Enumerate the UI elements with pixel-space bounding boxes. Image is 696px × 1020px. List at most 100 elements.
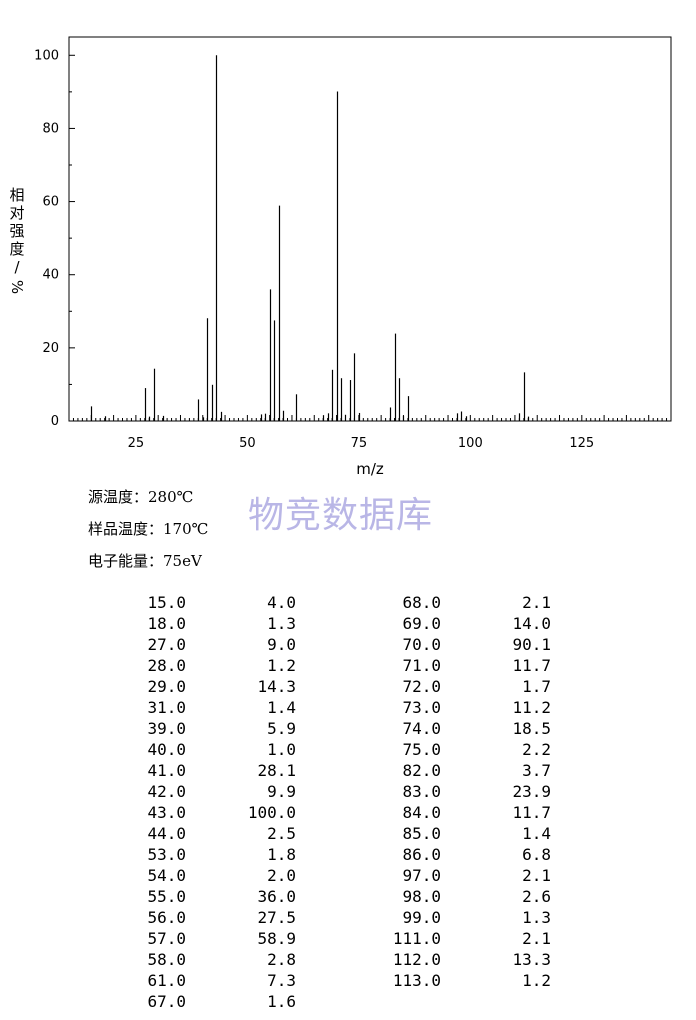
x-tick-label: 50: [239, 436, 256, 451]
y-tick-label: 100: [34, 48, 59, 63]
x-axis-title: m/z: [356, 460, 384, 478]
y-axis-title-char: 强: [9, 222, 25, 240]
mz-cell: [296, 991, 441, 1012]
intensity-cell: 36.0: [257, 887, 296, 906]
intensity-cell: 23.9: [512, 782, 551, 801]
mz-cell: 39.0: [147, 719, 186, 738]
mz-cell: 98.0: [402, 887, 441, 906]
condition-electron-energy: 电子能量：75eV: [88, 550, 202, 571]
mz-cell: 73.0: [402, 698, 441, 717]
intensity-cell: 1.4: [267, 698, 296, 717]
mz-cell: 67.0: [147, 992, 186, 1011]
condition-label: 电子能量：: [88, 552, 164, 570]
mz-cell: 112.0: [392, 950, 441, 969]
mz-cell: 29.0: [147, 677, 186, 696]
watermark: 物竞数据库: [248, 495, 434, 536]
intensity-cell: 2.1: [522, 866, 551, 885]
intensity-cell: 100.0: [247, 803, 296, 822]
intensity-cell: 2.1: [522, 593, 551, 612]
intensity-cell: 1.2: [522, 971, 551, 990]
intensity-cell: 27.5: [257, 908, 296, 927]
peak-table: 15.0 4.0 68.0 2.1 18.0 1.3 69.0 14.0 27.0 9.0 70.0…: [120, 592, 551, 1012]
spectrum-peaks: [90, 55, 530, 421]
mz-cell: 74.0: [402, 719, 441, 738]
table-row: 43.0 100.0 84.0 11.7: [120, 802, 551, 823]
intensity-cell: 1.3: [267, 614, 296, 633]
mz-cell: 113.0: [392, 971, 441, 990]
table-row: 41.0 28.1 82.0 3.7: [120, 760, 551, 781]
intensity-cell: 2.0: [267, 866, 296, 885]
mz-cell: 31.0: [147, 698, 186, 717]
intensity-cell: 11.7: [512, 803, 551, 822]
x-tick-label: 100: [458, 436, 483, 451]
mz-cell: 68.0: [402, 593, 441, 612]
table-row: 53.0 1.8 86.0 6.8: [120, 844, 551, 865]
table-row: 18.0 1.3 69.0 14.0: [120, 613, 551, 634]
intensity-cell: 1.4: [522, 824, 551, 843]
intensity-cell: 13.3: [512, 950, 551, 969]
y-axis-title-char: /: [14, 258, 20, 276]
intensity-cell: 14.0: [512, 614, 551, 633]
x-tick-label: 75: [351, 436, 368, 451]
table-row: 29.0 14.3 72.0 1.7: [120, 676, 551, 697]
mz-cell: 75.0: [402, 740, 441, 759]
intensity-cell: [441, 991, 551, 1012]
intensity-cell: 28.1: [257, 761, 296, 780]
mz-cell: 44.0: [147, 824, 186, 843]
x-tick-label: 25: [128, 436, 145, 451]
condition-value: 280℃: [148, 488, 194, 506]
y-axis-title-char: 相: [9, 186, 25, 204]
mz-cell: 15.0: [147, 593, 186, 612]
plot-frame: [68, 36, 672, 422]
mz-cell: 86.0: [402, 845, 441, 864]
y-tick-label: 60: [42, 195, 59, 210]
mz-cell: 55.0: [147, 887, 186, 906]
intensity-cell: 3.7: [522, 761, 551, 780]
y-tick-label: 20: [42, 341, 59, 356]
y-tick-label: 80: [42, 121, 59, 136]
table-row: 61.0 7.3 113.0 1.2: [120, 970, 551, 991]
condition-value: 75eV: [163, 552, 202, 570]
x-tick-label: 125: [569, 436, 594, 451]
y-axis-title-char: 度: [9, 240, 25, 258]
mz-cell: 83.0: [402, 782, 441, 801]
mz-cell: 28.0: [147, 656, 186, 675]
mz-cell: 41.0: [147, 761, 186, 780]
condition-label: 源温度：: [88, 488, 149, 506]
mz-cell: 85.0: [402, 824, 441, 843]
y-tick-label: 0: [51, 414, 59, 429]
mz-cell: 43.0: [147, 803, 186, 822]
mass-spectrum-chart: 25 50 75 100 125 0 20 40 60 80 100 m/z: [34, 36, 672, 478]
mz-cell: 61.0: [147, 971, 186, 990]
mz-cell: 71.0: [402, 656, 441, 675]
mz-cell: 58.0: [147, 950, 186, 969]
condition-sample-temp: 样品温度：170℃: [88, 518, 208, 539]
intensity-cell: 5.9: [267, 719, 296, 738]
intensity-cell: 2.1: [522, 929, 551, 948]
table-row: 57.0 58.9 111.0 2.1: [120, 928, 551, 949]
intensity-cell: 2.6: [522, 887, 551, 906]
table-row: 15.0 4.0 68.0 2.1: [120, 592, 551, 613]
condition-value: 170℃: [163, 520, 209, 538]
intensity-cell: 2.2: [522, 740, 551, 759]
table-row: 55.0 36.0 98.0 2.6: [120, 886, 551, 907]
mz-cell: 40.0: [147, 740, 186, 759]
table-row: 58.0 2.8 112.0 13.3: [120, 949, 551, 970]
intensity-cell: 9.9: [267, 782, 296, 801]
mz-cell: 111.0: [392, 929, 441, 948]
mz-cell: 82.0: [402, 761, 441, 780]
condition-source-temp: 源温度：280℃: [88, 486, 193, 507]
table-row: 56.0 27.5 99.0 1.3: [120, 907, 551, 928]
intensity-cell: 2.5: [267, 824, 296, 843]
intensity-cell: 2.8: [267, 950, 296, 969]
y-axis-title-char: 对: [9, 204, 25, 222]
y-axis: 0 20 40 60 80 100: [34, 48, 75, 429]
intensity-cell: 9.0: [267, 635, 296, 654]
table-row: 31.0 1.4 73.0 11.2: [120, 697, 551, 718]
table-row: 42.0 9.9 83.0 23.9: [120, 781, 551, 802]
mz-cell: 72.0: [402, 677, 441, 696]
mz-cell: 69.0: [402, 614, 441, 633]
mz-cell: 56.0: [147, 908, 186, 927]
intensity-cell: 1.0: [267, 740, 296, 759]
x-axis: 25 50 75 100 125: [72, 415, 668, 451]
